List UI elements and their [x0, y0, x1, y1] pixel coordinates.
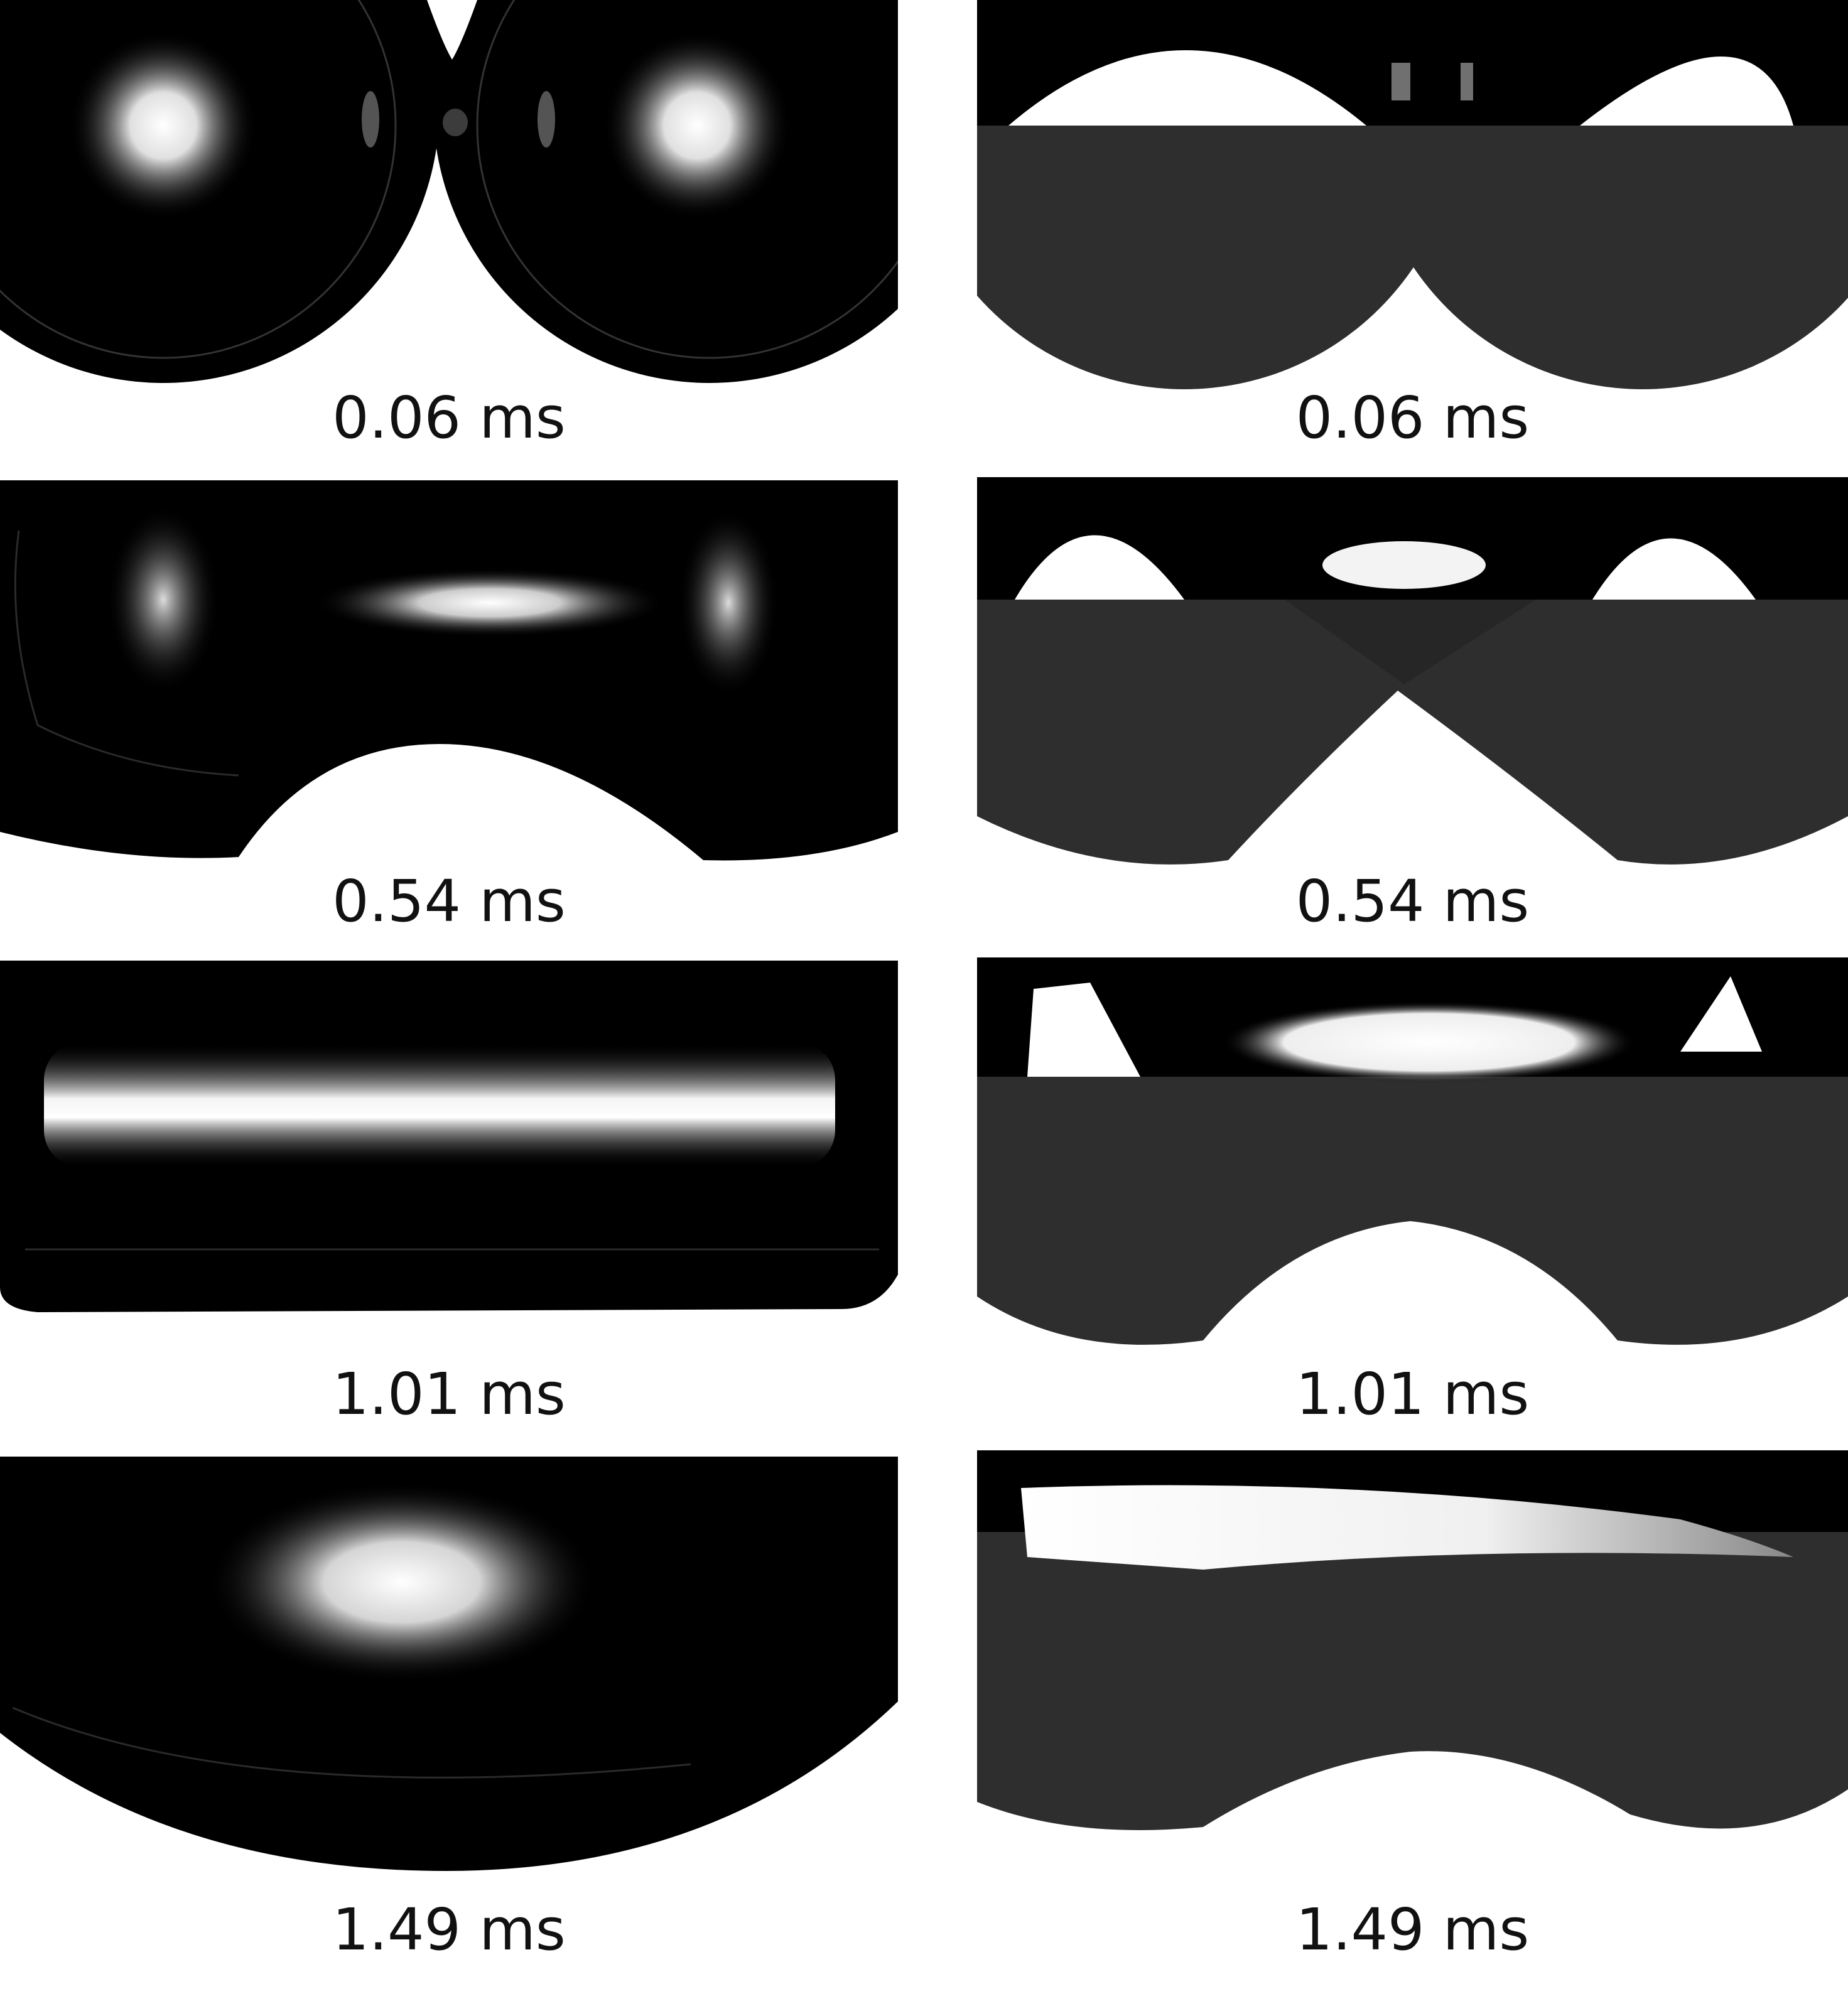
frame-left-1 — [0, 0, 898, 389]
frame-right-3-image — [977, 957, 1848, 1345]
timestamp-left-2: 0.54 ms — [332, 868, 566, 935]
timestamp-left-1: 0.06 ms — [332, 384, 566, 451]
frame-left-1-image — [0, 0, 898, 383]
frame-left-2 — [0, 480, 898, 879]
timestamp-right-4: 1.49 ms — [1295, 1896, 1530, 1963]
timestamp-right-1: 0.06 ms — [1295, 384, 1530, 451]
frame-left-3-image — [0, 961, 898, 1312]
frame-right-1-image — [977, 0, 1848, 389]
timestamp-left-3: 1.01 ms — [332, 1361, 566, 1428]
frame-left-4 — [0, 1457, 898, 1871]
frame-right-4 — [977, 1450, 1848, 1846]
frame-left-4-image — [0, 1457, 898, 1871]
frame-left-2-image — [0, 480, 898, 861]
frame-right-2 — [977, 477, 1848, 870]
frame-right-3 — [977, 957, 1848, 1350]
timestamp-left-4: 1.49 ms — [332, 1896, 566, 1963]
timestamp-right-2: 0.54 ms — [1295, 868, 1530, 935]
frame-right-1 — [977, 0, 1848, 389]
frame-left-3 — [0, 961, 898, 1318]
timestamp-right-3: 1.01 ms — [1295, 1361, 1530, 1428]
frame-right-4-image — [977, 1450, 1848, 1830]
frame-right-2-image — [977, 477, 1848, 865]
